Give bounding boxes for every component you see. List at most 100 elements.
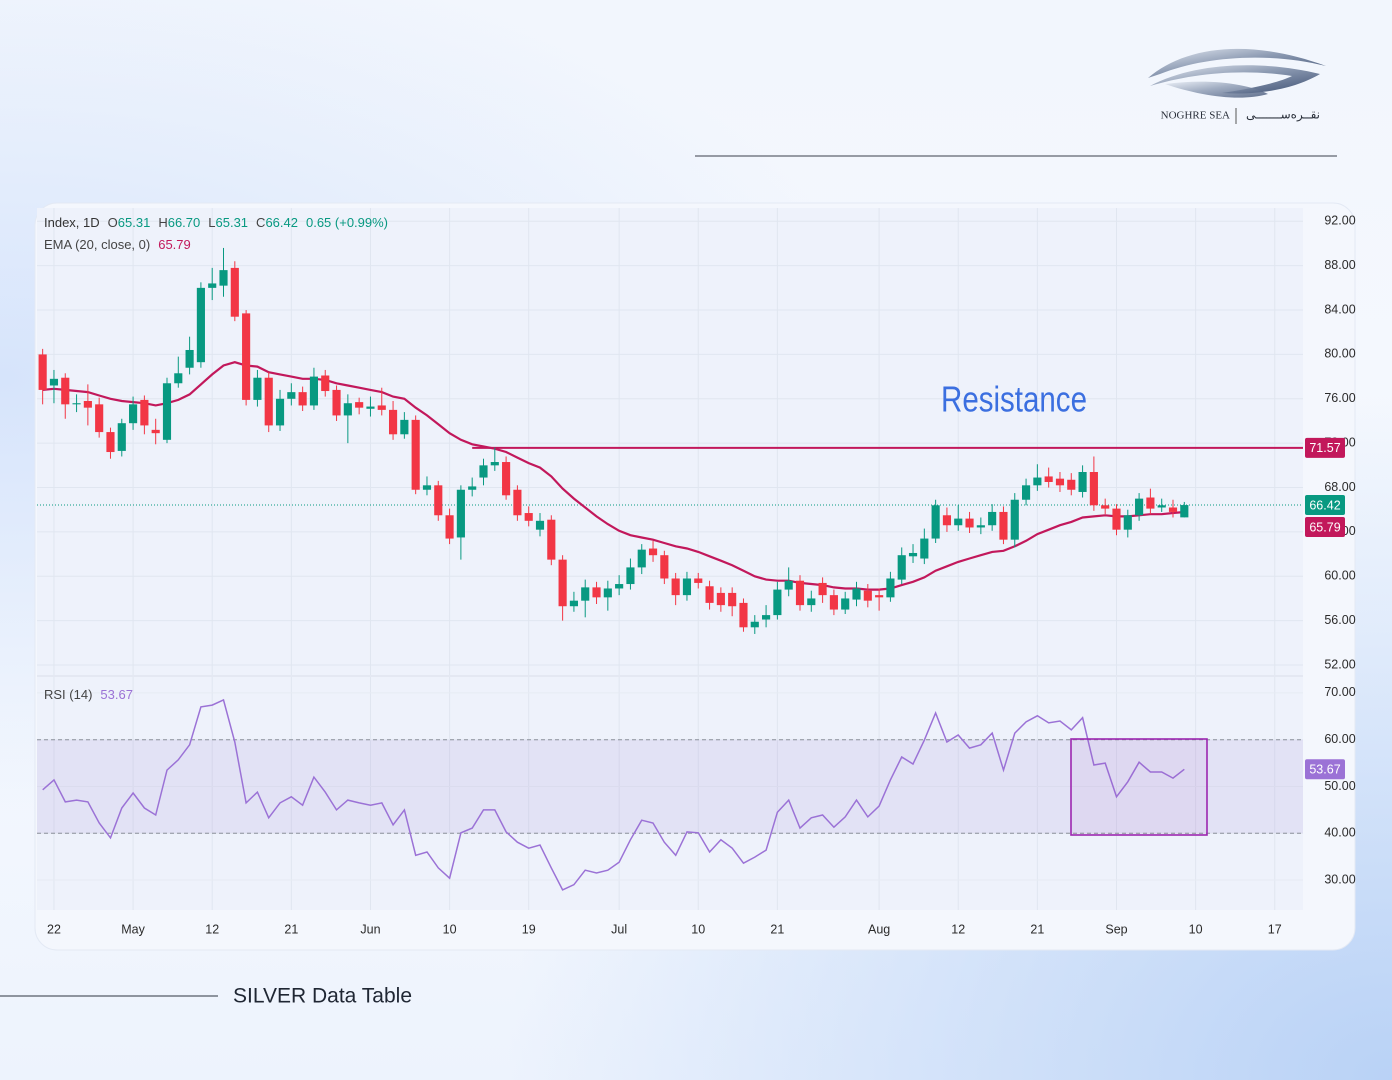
- y-tick-label: 40.00: [1324, 826, 1355, 840]
- candle-body: [954, 518, 963, 526]
- legend-value: 65.31: [216, 215, 249, 230]
- candle-body: [535, 520, 545, 530]
- candle-body: [863, 590, 872, 601]
- ema-tag-bg: [1305, 517, 1345, 538]
- candle-body: [942, 515, 952, 526]
- series-name: EMA (20, close, 0): [44, 237, 150, 252]
- y-tick-label: 60.00: [1324, 569, 1355, 583]
- candle-body: [1078, 472, 1087, 492]
- legend-key: O: [108, 215, 118, 230]
- candle-body: [1157, 505, 1166, 508]
- logo: NOGHRE SEA نقــره‌ســـــــی: [1148, 48, 1326, 124]
- y-tick-label: 80.00: [1324, 347, 1355, 361]
- legend-value: 66.70: [168, 215, 201, 230]
- candle-body: [106, 432, 115, 453]
- candle-body: [739, 602, 748, 628]
- logo-wave: [1148, 48, 1326, 78]
- x-tick-label: 22: [47, 922, 61, 936]
- candle-body: [558, 559, 567, 607]
- candle-body: [513, 489, 522, 516]
- candle-body: [1055, 478, 1065, 486]
- footer-title: SILVER Data Table: [233, 985, 412, 1008]
- y-tick-label: 76.00: [1324, 391, 1355, 405]
- candle-body: [140, 399, 149, 426]
- y-tick-label: 68.00: [1324, 480, 1355, 494]
- candle-body: [72, 403, 81, 405]
- candle-body: [456, 489, 465, 538]
- x-tick-label: 12: [205, 922, 219, 936]
- candle-body: [208, 283, 217, 288]
- candle-body: [728, 592, 737, 607]
- candle-body: [129, 404, 138, 424]
- candle-body: [1180, 505, 1189, 518]
- candle-body: [852, 588, 861, 600]
- candle-body: [875, 595, 884, 598]
- rsi-tag: 53.67: [1309, 763, 1340, 777]
- series-name: RSI (14): [44, 687, 92, 702]
- resistance-tag: 71.57: [1309, 441, 1340, 455]
- candle-body: [1123, 515, 1132, 530]
- x-tick-label: 21: [1030, 922, 1044, 936]
- x-tick-label: May: [121, 922, 145, 936]
- y-tick-label: 92.00: [1324, 214, 1355, 228]
- last-price-tag-bg: [1305, 495, 1345, 516]
- candle-body: [784, 580, 793, 590]
- candle-body: [1089, 472, 1098, 506]
- candle-body: [807, 598, 816, 606]
- candle-body: [298, 392, 307, 406]
- x-tick-label: 21: [284, 922, 298, 936]
- candle-body: [219, 270, 228, 286]
- candle-body: [343, 403, 352, 416]
- candle-body: [671, 578, 680, 596]
- x-tick-label: 17: [1268, 922, 1282, 936]
- candle-body: [1135, 498, 1144, 516]
- candle-body: [174, 373, 183, 384]
- candle-body: [490, 462, 499, 466]
- candle-body: [275, 398, 285, 426]
- x-tick-label: Jun: [360, 922, 380, 936]
- candle-body: [999, 511, 1008, 540]
- candle-body: [1168, 507, 1178, 512]
- candle-body: [648, 548, 658, 556]
- candle-body: [547, 519, 556, 560]
- candle-body: [1033, 477, 1042, 486]
- candle-body: [694, 578, 703, 583]
- series-value: 65.79: [158, 237, 191, 252]
- ema-line: [42, 361, 1185, 591]
- candle-body: [468, 486, 477, 490]
- x-tick-label: 10: [1189, 922, 1203, 936]
- candle-body: [637, 549, 646, 568]
- candle-body: [603, 588, 612, 598]
- y-tick-label: 88.00: [1324, 258, 1355, 272]
- x-tick-label: 10: [691, 922, 705, 936]
- annotation: Resistance: [941, 379, 1087, 419]
- y-tick-label: 60.00: [1324, 732, 1355, 746]
- candle-body: [1067, 479, 1076, 490]
- candle-body: [682, 578, 692, 596]
- y-tick-label: 84.00: [1324, 302, 1355, 316]
- candle-body: [1146, 497, 1155, 509]
- y-tick-label: 30.00: [1324, 872, 1355, 886]
- candle-body: [230, 267, 239, 317]
- candle-body: [400, 419, 409, 435]
- candle-body: [95, 404, 104, 433]
- candle-body: [434, 485, 443, 516]
- candle-body: [355, 402, 364, 408]
- candle-body: [264, 377, 273, 426]
- candle-body: [795, 580, 805, 606]
- candle-body: [615, 584, 624, 589]
- legend: RSI (14) 53.67: [44, 687, 133, 702]
- candle-body: [1010, 499, 1019, 540]
- candle-body: [377, 405, 386, 410]
- candle-body: [920, 538, 929, 559]
- candle-body: [818, 582, 827, 596]
- candle-body: [988, 511, 997, 526]
- symbol: Index, 1D: [44, 215, 100, 230]
- y-tick-label: 56.00: [1324, 613, 1355, 627]
- legend: EMA (20, close, 0) 65.79: [44, 237, 191, 252]
- candle-body: [705, 586, 714, 603]
- legend-key: H: [158, 215, 167, 230]
- legend-value: 65.31: [118, 215, 151, 230]
- candle-body: [1021, 485, 1031, 500]
- logo-name-fa: نقــره‌ســـــــی: [1246, 108, 1320, 123]
